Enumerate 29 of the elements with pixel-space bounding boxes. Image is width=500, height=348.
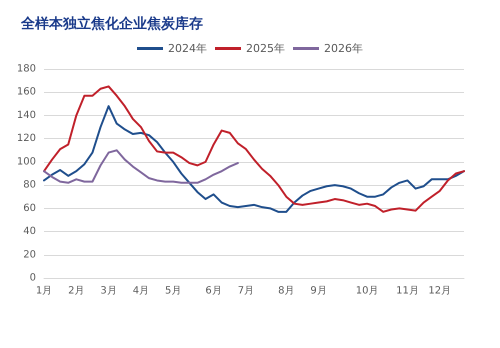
y-tick-label: 0 (30, 272, 36, 284)
x-tick-label: 2月 (68, 286, 84, 296)
x-tick-label: 9月 (310, 286, 327, 296)
y-tick-label: 80 (23, 180, 36, 191)
line-series (43, 85, 465, 213)
legend-label: 2026年 (324, 42, 363, 55)
y-tick-label: 20 (23, 249, 36, 260)
x-tick-label: 1月 (36, 286, 52, 296)
y-tick-label: 180 (16, 64, 36, 74)
x-tick-label: 5月 (165, 286, 182, 296)
legend-label: 2024年 (168, 42, 208, 55)
y-tick-label: 100 (16, 156, 36, 168)
x-tick-label: 3月 (100, 286, 117, 296)
legend-label: 2025年 (246, 42, 286, 55)
y-tick-label: 120 (16, 133, 36, 144)
y-tick-label: 40 (23, 226, 36, 238)
x-tick-label: 10月 (356, 286, 378, 296)
y-tick-label: 60 (23, 202, 36, 214)
chart-title: 全样本独立焦化企业焦炭库存 (20, 15, 203, 32)
line-series (43, 149, 239, 184)
x-tick-label: 11月 (396, 286, 419, 296)
y-tick-label: 160 (16, 86, 36, 98)
y-tick-label: 140 (16, 110, 36, 121)
x-tick-label: 6月 (205, 286, 222, 296)
x-tick-label: 4月 (132, 286, 150, 296)
x-tick-label: 7月 (238, 286, 254, 296)
line-series (43, 105, 465, 213)
x-tick-label: 12月 (428, 286, 452, 296)
x-tick-label: 8月 (278, 286, 294, 296)
